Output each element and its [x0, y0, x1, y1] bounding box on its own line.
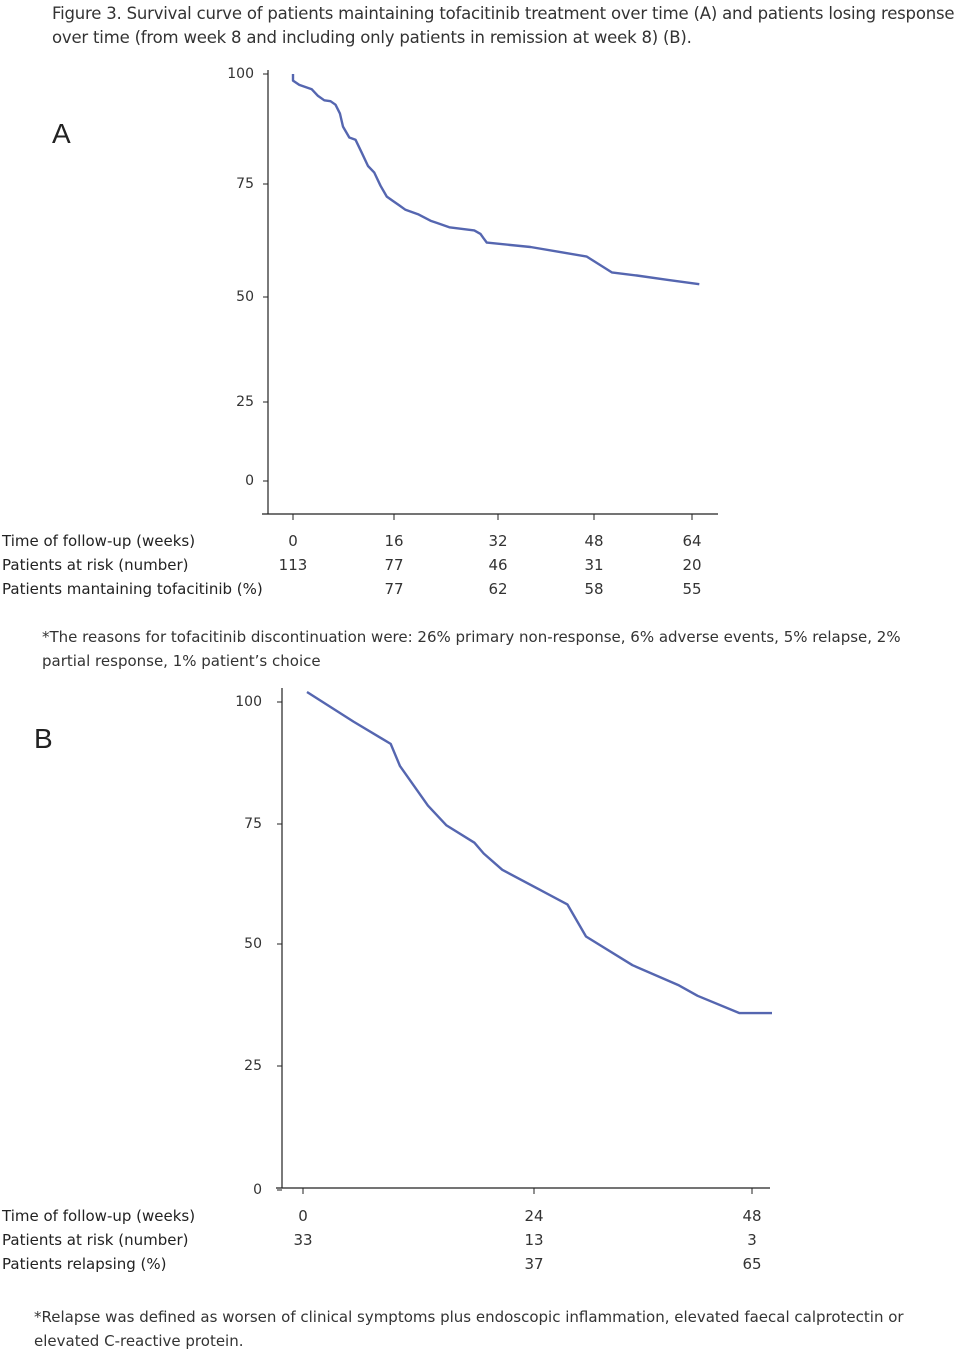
y-tick-label: 100: [227, 66, 254, 82]
y-tick-label: 75: [244, 816, 262, 832]
footnote-b: *Relapse was defined as worsen of clinic…: [34, 1308, 904, 1350]
table-cell-value: 0: [288, 532, 298, 550]
panel-label-b: B: [34, 723, 53, 754]
y-tick-label: 25: [236, 394, 254, 410]
y-tick-label: 50: [244, 936, 262, 952]
table-cell-value: 24: [524, 1207, 543, 1225]
table-row-label: Patients mantaining tofacitinib (%): [2, 580, 263, 598]
survival-chart-a: 100 75 50 25 0 Time of follow-up (weeks) 0 16 32…: [1, 66, 718, 598]
table-cell-value: 55: [682, 580, 701, 598]
table-row-label: Patients at risk (number): [2, 1231, 189, 1249]
table-cell-value: 16: [384, 532, 403, 550]
table-row-label: Time of follow-up (weeks): [1, 532, 195, 550]
table-cell-value: 0: [298, 1207, 308, 1225]
table-row-label: Patients relapsing (%): [2, 1255, 167, 1273]
table-cell-value: 31: [584, 556, 603, 574]
table-row-label: Time of follow-up (weeks): [1, 1207, 195, 1225]
y-tick-label: 0: [245, 473, 254, 489]
table-cell-value: 37: [524, 1255, 543, 1273]
survival-curve-line: [291, 74, 700, 286]
survival-chart-b: 100 75 50 25 0 Time of follow-up (weeks) 0 24 48…: [1, 688, 772, 1273]
table-cell-value: 33: [293, 1231, 312, 1249]
table-cell-value: 113: [279, 556, 308, 574]
table-cell-value: 20: [682, 556, 701, 574]
footnote-a: *The reasons for tofacitinib discontinua…: [42, 628, 901, 670]
survival-curve-line: [306, 690, 772, 1015]
figure-caption: Figure 3. Survival curve of patients mai…: [52, 4, 955, 47]
table-cell-value: 3: [747, 1231, 757, 1249]
table-cell-value: 64: [682, 532, 701, 550]
table-cell-value: 46: [488, 556, 507, 574]
y-tick-label: 75: [236, 176, 254, 192]
table-cell-value: 77: [384, 556, 403, 574]
y-tick-label: 50: [236, 289, 254, 305]
table-cell-value: 13: [524, 1231, 543, 1249]
y-tick-label: 0: [253, 1182, 262, 1198]
table-row-label: Patients at risk (number): [2, 556, 189, 574]
table-cell-value: 32: [488, 532, 507, 550]
table-cell-value: 65: [742, 1255, 761, 1273]
table-cell-value: 62: [488, 580, 507, 598]
y-tick-label: 25: [244, 1058, 262, 1074]
table-cell-value: 48: [584, 532, 603, 550]
table-cell-value: 58: [584, 580, 603, 598]
panel-label-a: A: [52, 118, 71, 149]
table-cell-value: 48: [742, 1207, 761, 1225]
y-tick-label: 100: [235, 694, 262, 710]
table-cell-value: 77: [384, 580, 403, 598]
